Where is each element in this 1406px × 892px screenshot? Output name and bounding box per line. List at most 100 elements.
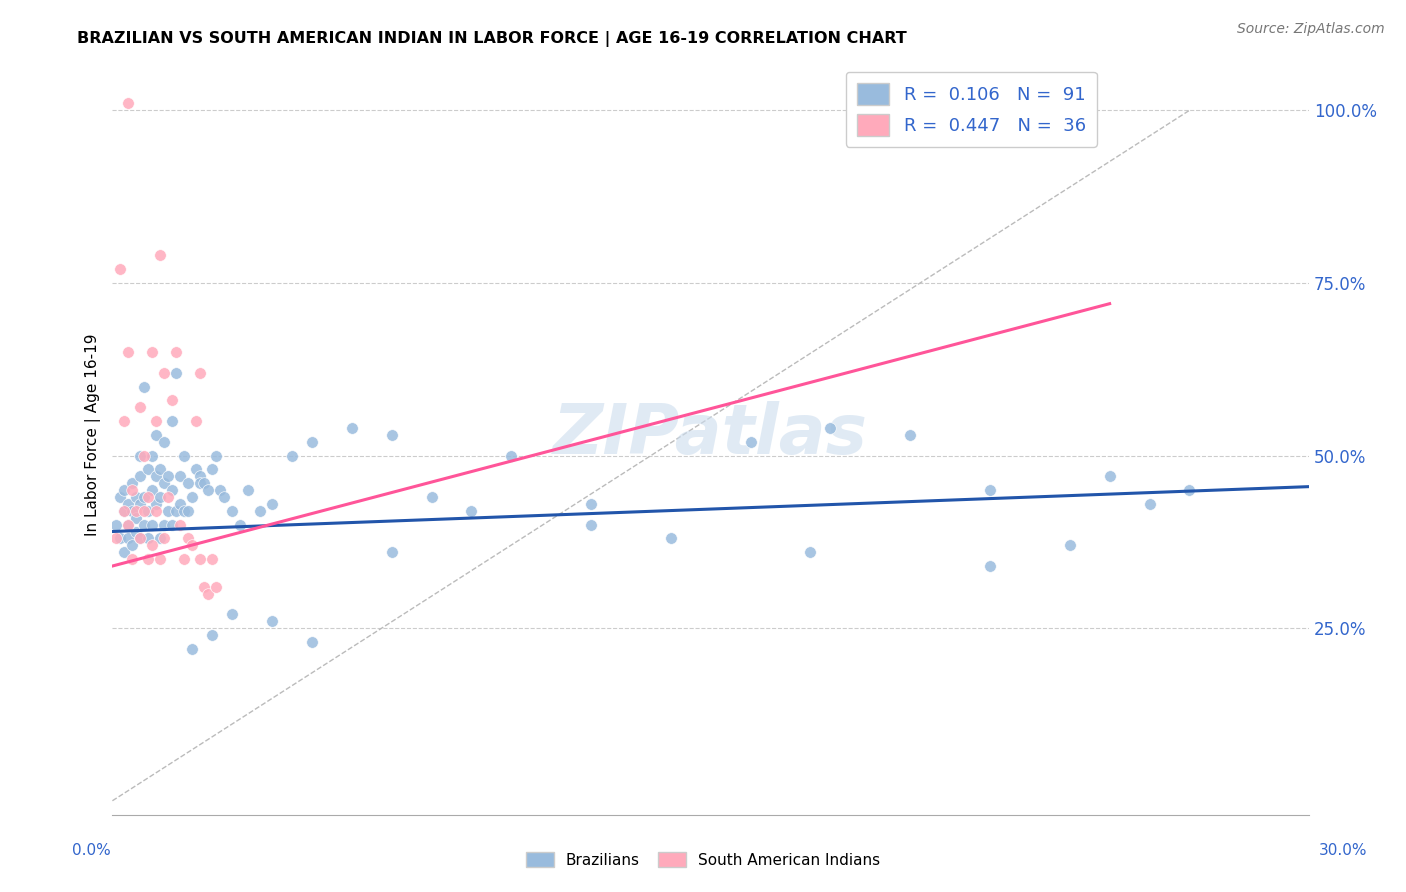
Point [110, 532, 132, 546]
Point [177, 532, 200, 546]
Point [145, 414, 167, 428]
Point [260, 497, 283, 511]
Point [121, 476, 143, 491]
Point [121, 538, 143, 552]
Text: 0.0%: 0.0% [72, 843, 111, 858]
Point [205, 449, 228, 463]
Point [117, 517, 139, 532]
Point [153, 434, 176, 449]
Point [301, 635, 323, 649]
Point [186, 414, 208, 428]
Point [197, 587, 219, 601]
Point [221, 504, 243, 518]
Point [153, 532, 176, 546]
Point [799, 545, 821, 559]
Point [134, 490, 156, 504]
Point [149, 532, 172, 546]
Point [134, 504, 156, 518]
Point [165, 366, 187, 380]
Point [169, 469, 191, 483]
Point [186, 462, 208, 476]
Point [125, 524, 148, 539]
Point [112, 545, 135, 559]
Point [173, 449, 195, 463]
Point [301, 434, 323, 449]
Point [181, 490, 204, 504]
Point [169, 497, 191, 511]
Point [162, 483, 184, 497]
Point [1059, 538, 1081, 552]
Point [141, 538, 163, 552]
Point [112, 483, 135, 497]
Point [165, 504, 187, 518]
Point [181, 641, 204, 656]
Point [381, 427, 404, 442]
Y-axis label: In Labor Force | Age 16-19: In Labor Force | Age 16-19 [86, 334, 101, 536]
Point [188, 366, 211, 380]
Point [979, 559, 1001, 574]
Point [141, 449, 163, 463]
Legend: Brazilians, South American Indians: Brazilians, South American Indians [520, 846, 886, 873]
Point [162, 517, 184, 532]
Point [165, 345, 187, 359]
Point [169, 517, 191, 532]
Point [820, 421, 842, 435]
Point [129, 532, 152, 546]
Point [117, 532, 139, 546]
Point [134, 379, 156, 393]
Point [145, 504, 167, 518]
Point [117, 497, 139, 511]
Point [141, 483, 163, 497]
Text: Source: ZipAtlas.com: Source: ZipAtlas.com [1237, 22, 1385, 37]
Point [979, 483, 1001, 497]
Point [281, 449, 304, 463]
Point [129, 469, 152, 483]
Point [136, 504, 159, 518]
Point [136, 552, 159, 566]
Point [117, 96, 139, 111]
Point [136, 490, 159, 504]
Point [381, 545, 404, 559]
Point [188, 476, 211, 491]
Legend: R =  0.106   N =  91, R =  0.447   N =  36: R = 0.106 N = 91, R = 0.447 N = 36 [846, 71, 1097, 146]
Point [209, 483, 232, 497]
Point [134, 517, 156, 532]
Point [125, 510, 148, 524]
Point [188, 552, 211, 566]
Point [141, 517, 163, 532]
Point [112, 504, 135, 518]
Point [898, 427, 921, 442]
Point [205, 580, 228, 594]
Point [197, 483, 219, 497]
Point [229, 517, 252, 532]
Point [188, 469, 211, 483]
Point [129, 532, 152, 546]
Point [659, 532, 682, 546]
Point [157, 504, 180, 518]
Point [157, 490, 180, 504]
Point [121, 483, 143, 497]
Point [153, 366, 176, 380]
Point [153, 476, 176, 491]
Point [579, 517, 602, 532]
Point [236, 483, 259, 497]
Point [201, 462, 224, 476]
Point [173, 552, 195, 566]
Point [153, 517, 176, 532]
Point [121, 552, 143, 566]
Point [193, 476, 215, 491]
Point [129, 401, 152, 415]
Point [221, 607, 243, 622]
Point [157, 469, 180, 483]
Text: 30.0%: 30.0% [1319, 843, 1367, 858]
Point [110, 262, 132, 277]
Point [117, 517, 139, 532]
Point [129, 497, 152, 511]
Point [134, 449, 156, 463]
Point [260, 614, 283, 628]
Point [129, 449, 152, 463]
Point [177, 476, 200, 491]
Point [740, 434, 762, 449]
Point [1139, 497, 1161, 511]
Point [145, 427, 167, 442]
